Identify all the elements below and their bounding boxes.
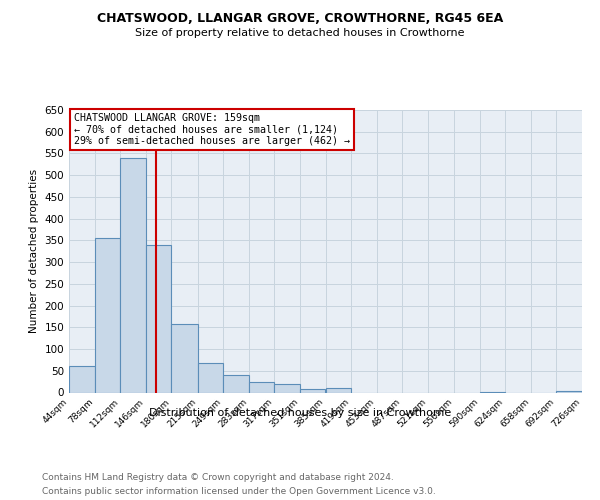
Bar	[300, 390, 325, 392]
Bar	[171, 324, 197, 392]
Bar	[197, 363, 223, 392]
Text: Contains public sector information licensed under the Open Government Licence v3: Contains public sector information licen…	[42, 488, 436, 496]
Bar	[95, 238, 120, 392]
Y-axis label: Number of detached properties: Number of detached properties	[29, 169, 39, 334]
Bar	[120, 158, 146, 392]
Text: CHATSWOOD LLANGAR GROVE: 159sqm
← 70% of detached houses are smaller (1,124)
29%: CHATSWOOD LLANGAR GROVE: 159sqm ← 70% of…	[74, 113, 350, 146]
Bar	[69, 366, 95, 392]
Text: Distribution of detached houses by size in Crowthorne: Distribution of detached houses by size …	[149, 408, 451, 418]
Bar	[556, 391, 582, 392]
Text: Size of property relative to detached houses in Crowthorne: Size of property relative to detached ho…	[135, 28, 465, 38]
Text: Contains HM Land Registry data © Crown copyright and database right 2024.: Contains HM Land Registry data © Crown c…	[42, 472, 394, 482]
Text: CHATSWOOD, LLANGAR GROVE, CROWTHORNE, RG45 6EA: CHATSWOOD, LLANGAR GROVE, CROWTHORNE, RG…	[97, 12, 503, 26]
Bar	[146, 244, 171, 392]
Bar	[325, 388, 351, 392]
Bar	[249, 382, 274, 392]
Bar	[223, 374, 249, 392]
Bar	[274, 384, 300, 392]
